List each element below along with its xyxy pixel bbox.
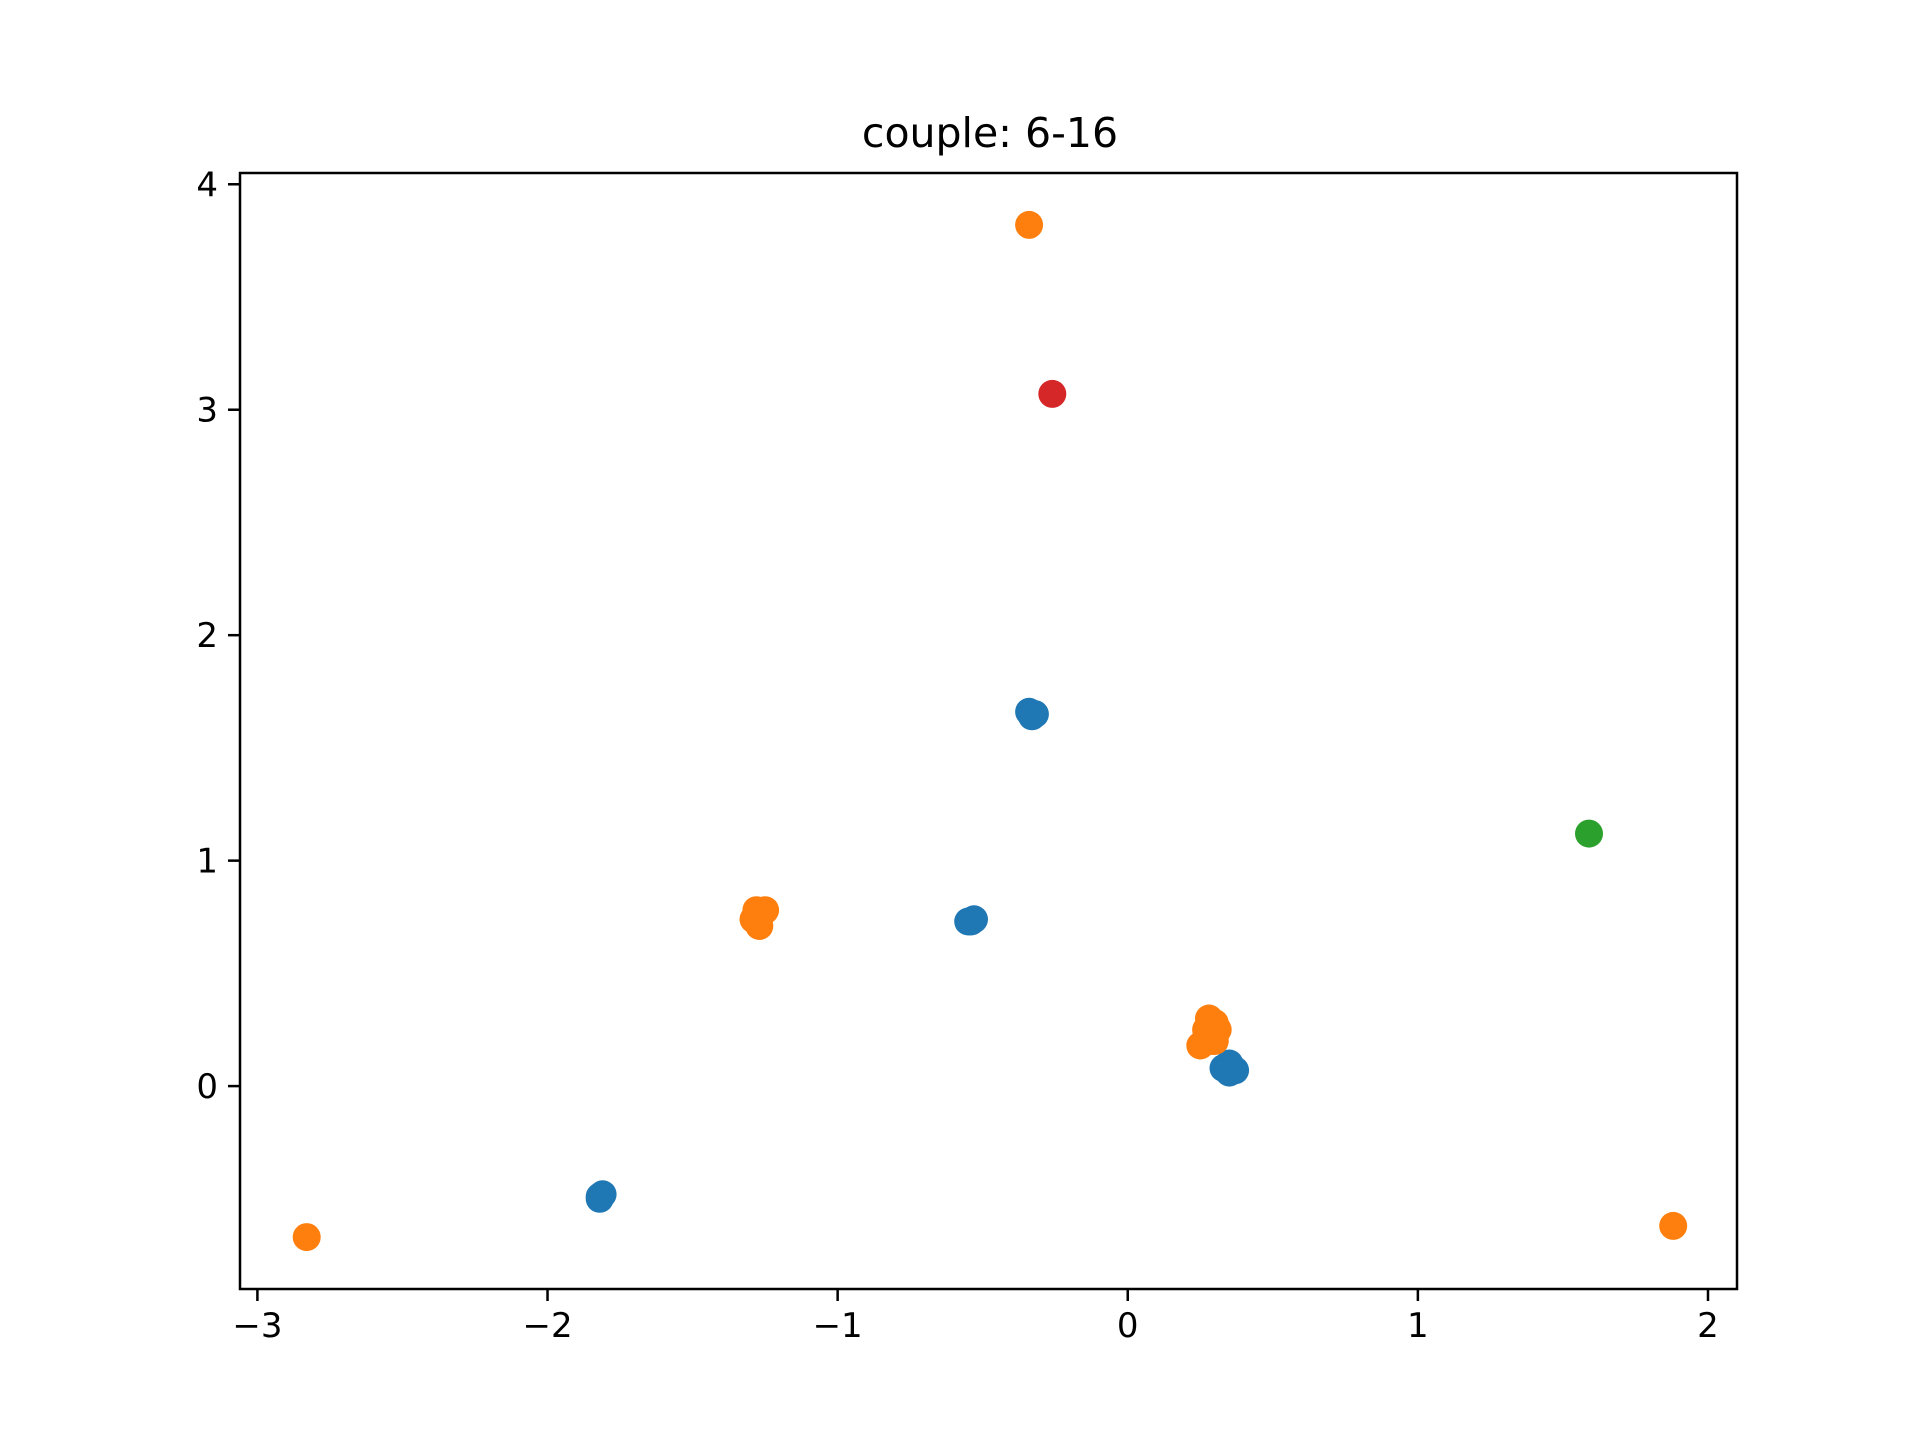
y-axis: 0 1 2 3 4 xyxy=(196,165,240,1107)
x-tick-label: 1 xyxy=(1407,1306,1429,1346)
chart-title: couple: 6-16 xyxy=(862,109,1118,157)
scatter-point xyxy=(1015,210,1044,239)
scatter-point xyxy=(1200,1027,1229,1055)
scatter-point xyxy=(957,907,986,936)
y-tick-label: 2 xyxy=(196,616,218,656)
y-tick-label: 4 xyxy=(196,165,218,205)
x-axis: −3 −2 −1 0 1 2 xyxy=(232,1289,1719,1346)
points-layer xyxy=(292,210,1688,1252)
x-tick-label: −1 xyxy=(813,1306,863,1346)
x-tick-label: −3 xyxy=(232,1306,282,1346)
x-tick-label: −2 xyxy=(522,1306,572,1346)
y-tick-label: 3 xyxy=(196,391,218,431)
scatter-point xyxy=(1018,702,1046,731)
scatter-point xyxy=(1215,1058,1244,1087)
scatter-point xyxy=(1038,379,1067,408)
y-tick-label: 1 xyxy=(196,842,218,882)
x-tick-label: 0 xyxy=(1117,1306,1139,1346)
scatter-point xyxy=(585,1182,614,1211)
scatter-point xyxy=(1575,819,1603,848)
x-tick-label: 2 xyxy=(1697,1306,1719,1346)
scatter-point xyxy=(745,912,774,940)
y-tick-label: 0 xyxy=(196,1067,218,1107)
scatter-point xyxy=(1659,1211,1688,1240)
scatter-point xyxy=(292,1223,321,1252)
plot-area-frame xyxy=(238,171,1739,1291)
